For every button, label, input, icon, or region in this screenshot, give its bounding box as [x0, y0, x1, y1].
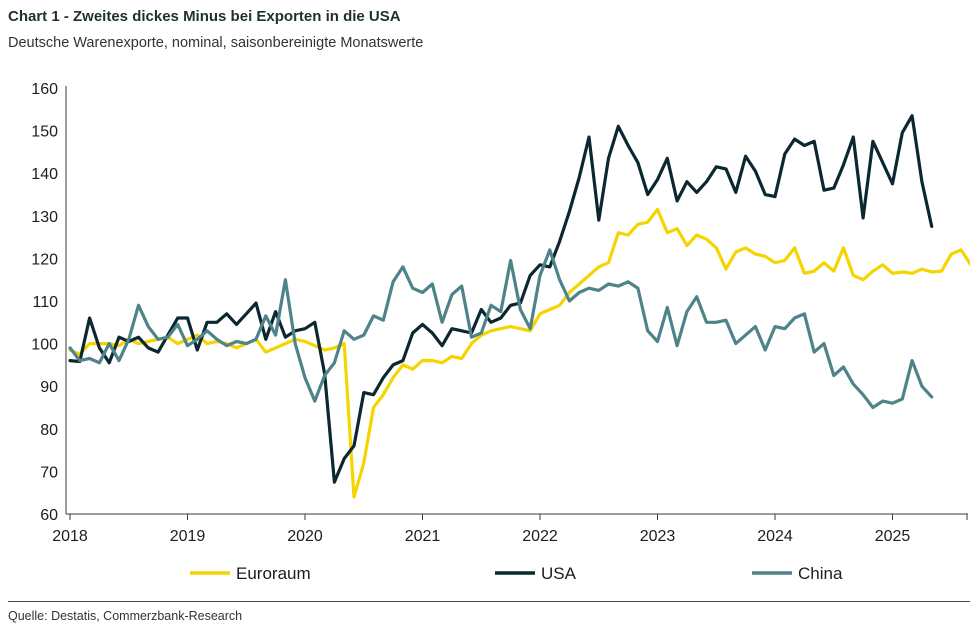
y-tick-label: 80	[40, 422, 58, 439]
x-tick-label: 2018	[52, 528, 88, 545]
y-tick-label: 160	[31, 81, 58, 98]
footer-divider	[8, 601, 970, 602]
series-lines	[68, 114, 970, 499]
legend-item: Euroraum	[190, 564, 311, 583]
y-axis: 60 70 80 90 100 110 120 130 140 150 160	[31, 81, 67, 524]
x-axis: 2018 2019 2020 2021 2022 2023 2024 2025	[52, 513, 968, 545]
series-line-euroraum	[68, 207, 970, 499]
y-tick-label: 100	[31, 337, 58, 354]
legend-label: China	[798, 564, 843, 583]
series-line-usa	[68, 114, 934, 484]
y-tick-label: 120	[31, 251, 58, 268]
y-tick-label: 140	[31, 166, 58, 183]
y-tick-label: 130	[31, 209, 58, 226]
chart-subtitle: Deutsche Warenexporte, nominal, saisonbe…	[8, 35, 424, 51]
y-tick-label: 90	[40, 379, 58, 396]
x-tick-label: 2021	[405, 528, 441, 545]
x-tick-label: 2025	[875, 528, 911, 545]
x-tick-label: 2024	[757, 528, 793, 545]
series-line-china	[68, 248, 934, 410]
x-tick-label: 2023	[640, 528, 676, 545]
legend-item: USA	[495, 564, 577, 583]
x-tick-label: 2019	[170, 528, 206, 545]
y-tick-label: 150	[31, 124, 58, 141]
x-tick-label: 2020	[287, 528, 323, 545]
legend-label: Euroraum	[236, 564, 311, 583]
chart-title: Chart 1 - Zweites dickes Minus bei Expor…	[8, 8, 401, 25]
y-tick-label: 60	[40, 507, 58, 524]
source-note: Quelle: Destatis, Commerzbank-Research	[8, 609, 243, 623]
legend: Euroraum USA China	[190, 564, 843, 583]
y-tick-label: 70	[40, 464, 58, 481]
x-tick-label: 2022	[522, 528, 558, 545]
legend-item: China	[752, 564, 843, 583]
y-tick-label: 110	[32, 294, 58, 311]
legend-label: USA	[541, 564, 577, 583]
